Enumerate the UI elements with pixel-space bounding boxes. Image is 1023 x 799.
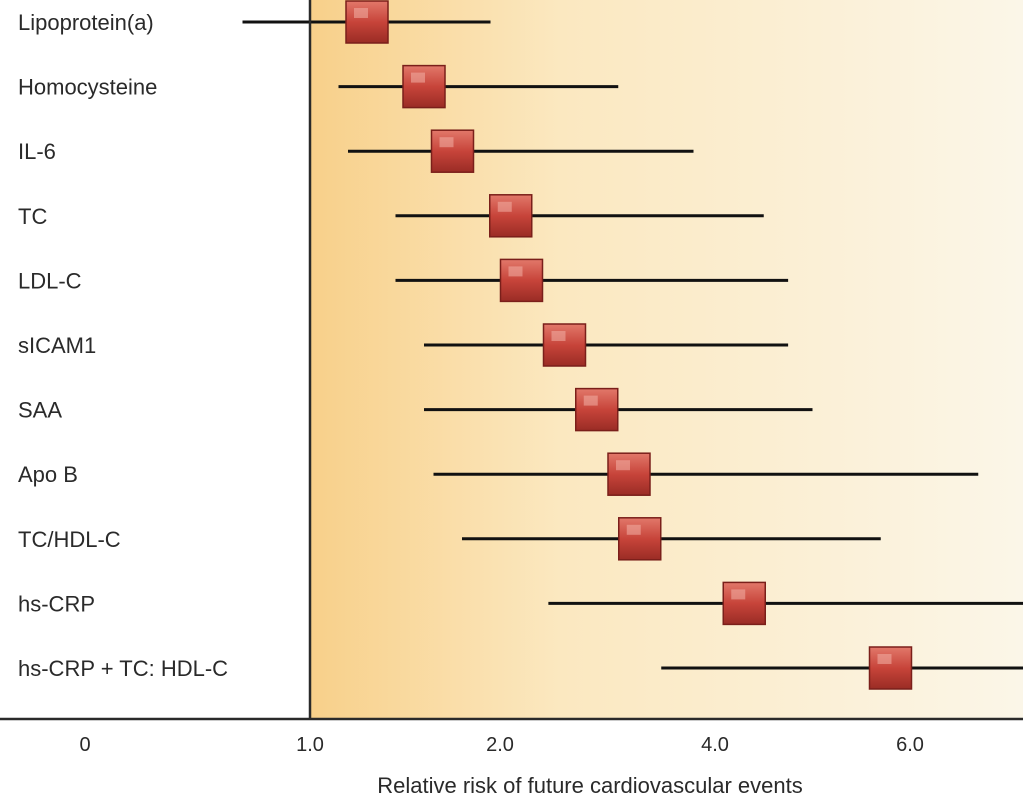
estimate-marker <box>575 387 619 432</box>
row-4: LDL-C <box>18 258 789 303</box>
estimate-marker-highlight <box>354 8 368 18</box>
row-8: TC/HDL-C <box>18 517 881 561</box>
row-6: SAA <box>18 387 813 432</box>
row-label: Apo B <box>18 462 78 487</box>
estimate-marker-highlight <box>626 524 641 535</box>
x-tick-label: 1.0 <box>296 734 324 756</box>
estimate-marker-highlight <box>731 589 746 600</box>
estimate-marker <box>722 581 766 626</box>
row-label: Homocysteine <box>18 75 157 100</box>
row-1: Homocysteine <box>18 64 619 109</box>
row-label: LDL-C <box>18 268 82 293</box>
row-3: TC <box>18 194 764 238</box>
estimate-marker <box>489 194 533 238</box>
estimate-marker-highlight <box>583 395 598 406</box>
row-10: hs-CRP + TC: HDL-C <box>18 646 1023 690</box>
x-axis-title: Relative risk of future cardiovascular e… <box>377 773 803 798</box>
x-tick-label: 0 <box>79 734 90 756</box>
estimate-marker <box>607 452 651 496</box>
row-7: Apo B <box>18 452 979 496</box>
row-label: TC/HDL-C <box>18 527 121 552</box>
estimate-marker-highlight <box>508 266 523 277</box>
row-label: hs-CRP <box>18 591 95 616</box>
row-0: Lipoprotein(a) <box>18 0 491 44</box>
estimate-marker-highlight <box>616 460 630 471</box>
row-label: sICAM1 <box>18 333 96 358</box>
estimate-marker-highlight <box>877 654 892 664</box>
estimate-marker <box>542 323 587 367</box>
row-label: TC <box>18 204 47 229</box>
x-axis: 0 1.0 2.0 4.0 6.0 <box>0 0 1023 756</box>
row-2: IL-6 <box>18 129 694 173</box>
estimate-marker <box>618 517 662 561</box>
row-label: IL-6 <box>18 139 56 164</box>
estimate-marker <box>402 64 446 109</box>
x-tick-label: 6.0 <box>896 734 924 756</box>
estimate-marker <box>868 646 913 690</box>
x-tick-label: 4.0 <box>701 734 729 756</box>
estimate-marker <box>430 129 475 173</box>
estimate-marker-highlight <box>497 201 512 212</box>
row-label: SAA <box>18 398 62 423</box>
rows-group: Lipoprotein(a) Homocysteine IL-6 TC LDL-C sIC… <box>18 0 1023 690</box>
plot-background <box>311 0 1023 719</box>
estimate-marker-highlight <box>411 72 425 83</box>
estimate-marker <box>499 258 544 303</box>
estimate-marker-highlight <box>551 331 566 341</box>
estimate-marker <box>345 0 389 44</box>
row-9: hs-CRP <box>18 581 1023 626</box>
estimate-marker-highlight <box>439 137 454 148</box>
row-5: sICAM1 <box>18 323 789 367</box>
row-label: hs-CRP + TC: HDL-C <box>18 656 228 681</box>
row-label: Lipoprotein(a) <box>18 10 154 35</box>
x-tick-label: 2.0 <box>486 734 514 756</box>
